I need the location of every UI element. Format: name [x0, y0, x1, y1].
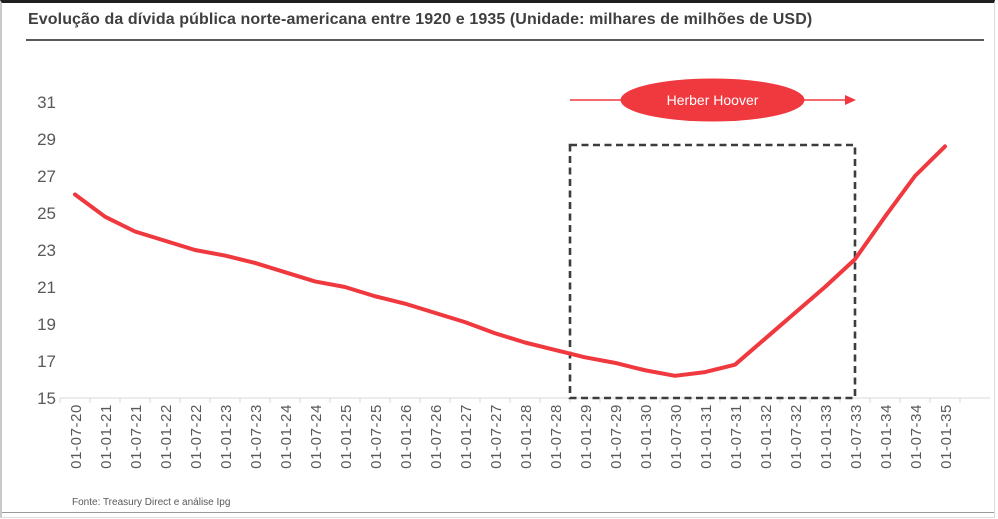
bottom-divider — [2, 512, 994, 513]
chart-title: Evolução da dívida pública norte-america… — [28, 11, 813, 28]
x-tick-label: 01-01-22 — [158, 404, 175, 469]
right-arrowhead-icon — [845, 95, 856, 105]
x-tick-label: 01-01-31 — [698, 404, 715, 469]
y-tick-label: 27 — [37, 167, 56, 186]
x-tick-label: 01-07-20 — [68, 404, 85, 469]
y-tick-label: 29 — [37, 130, 56, 149]
x-tick-label: 01-01-26 — [398, 404, 415, 469]
y-tick-label: 31 — [37, 93, 56, 112]
x-tick-label: 01-07-33 — [848, 404, 865, 469]
x-tick-label: 01-01-35 — [938, 404, 955, 469]
x-tick-label: 01-07-28 — [548, 404, 565, 469]
x-tick-label: 01-01-30 — [638, 404, 655, 469]
x-tick-label: 01-01-29 — [578, 404, 595, 469]
source-note: Fonte: Treasury Direct e análise Ipg — [72, 497, 231, 508]
x-tick-label: 01-01-34 — [878, 404, 895, 469]
x-tick-label: 01-07-24 — [308, 404, 325, 469]
x-tick-label: 01-01-23 — [218, 404, 235, 469]
x-tick-label: 01-07-21 — [128, 404, 145, 469]
title-underline — [26, 39, 984, 41]
hoover-dashed-box — [568, 143, 857, 400]
x-tick-label: 01-01-24 — [278, 404, 295, 469]
y-tick-label: 17 — [37, 352, 56, 371]
x-tick-label: 01-01-28 — [518, 404, 535, 469]
x-tick-label: 01-01-33 — [818, 404, 835, 469]
x-tick-label: 01-07-31 — [728, 404, 745, 469]
x-tick-label: 01-01-27 — [458, 404, 475, 469]
x-tick-label: 01-01-25 — [338, 404, 355, 469]
x-tick-label: 01-01-21 — [98, 404, 115, 469]
y-tick-label: 21 — [37, 278, 56, 297]
x-tick-label: 01-07-27 — [488, 404, 505, 469]
x-tick-label: 01-07-26 — [428, 404, 445, 469]
hoover-label: Herber Hoover — [667, 92, 759, 108]
x-tick-label: 01-07-29 — [608, 404, 625, 469]
x-tick-label: 01-07-30 — [668, 404, 685, 469]
y-tick-label: 19 — [37, 315, 56, 334]
y-tick-label: 23 — [37, 241, 56, 260]
x-tick-label: 01-01-32 — [758, 404, 775, 469]
x-tick-label: 01-07-25 — [368, 404, 385, 469]
debt-line-chart: 15 17 19 21 23 25 27 29 31 01-07-20 01-01-21 01-07-… — [37, 78, 990, 469]
x-tick-label: 01-07-34 — [908, 404, 925, 469]
y-tick-label: 25 — [37, 204, 56, 223]
hoover-ellipse — [620, 78, 805, 122]
x-tick-label: 01-07-32 — [788, 404, 805, 469]
y-tick-label: 15 — [37, 389, 56, 408]
x-tick-label: 01-07-22 — [188, 404, 205, 469]
debt-line — [73, 144, 947, 378]
x-tick-label: 01-07-23 — [248, 404, 265, 469]
